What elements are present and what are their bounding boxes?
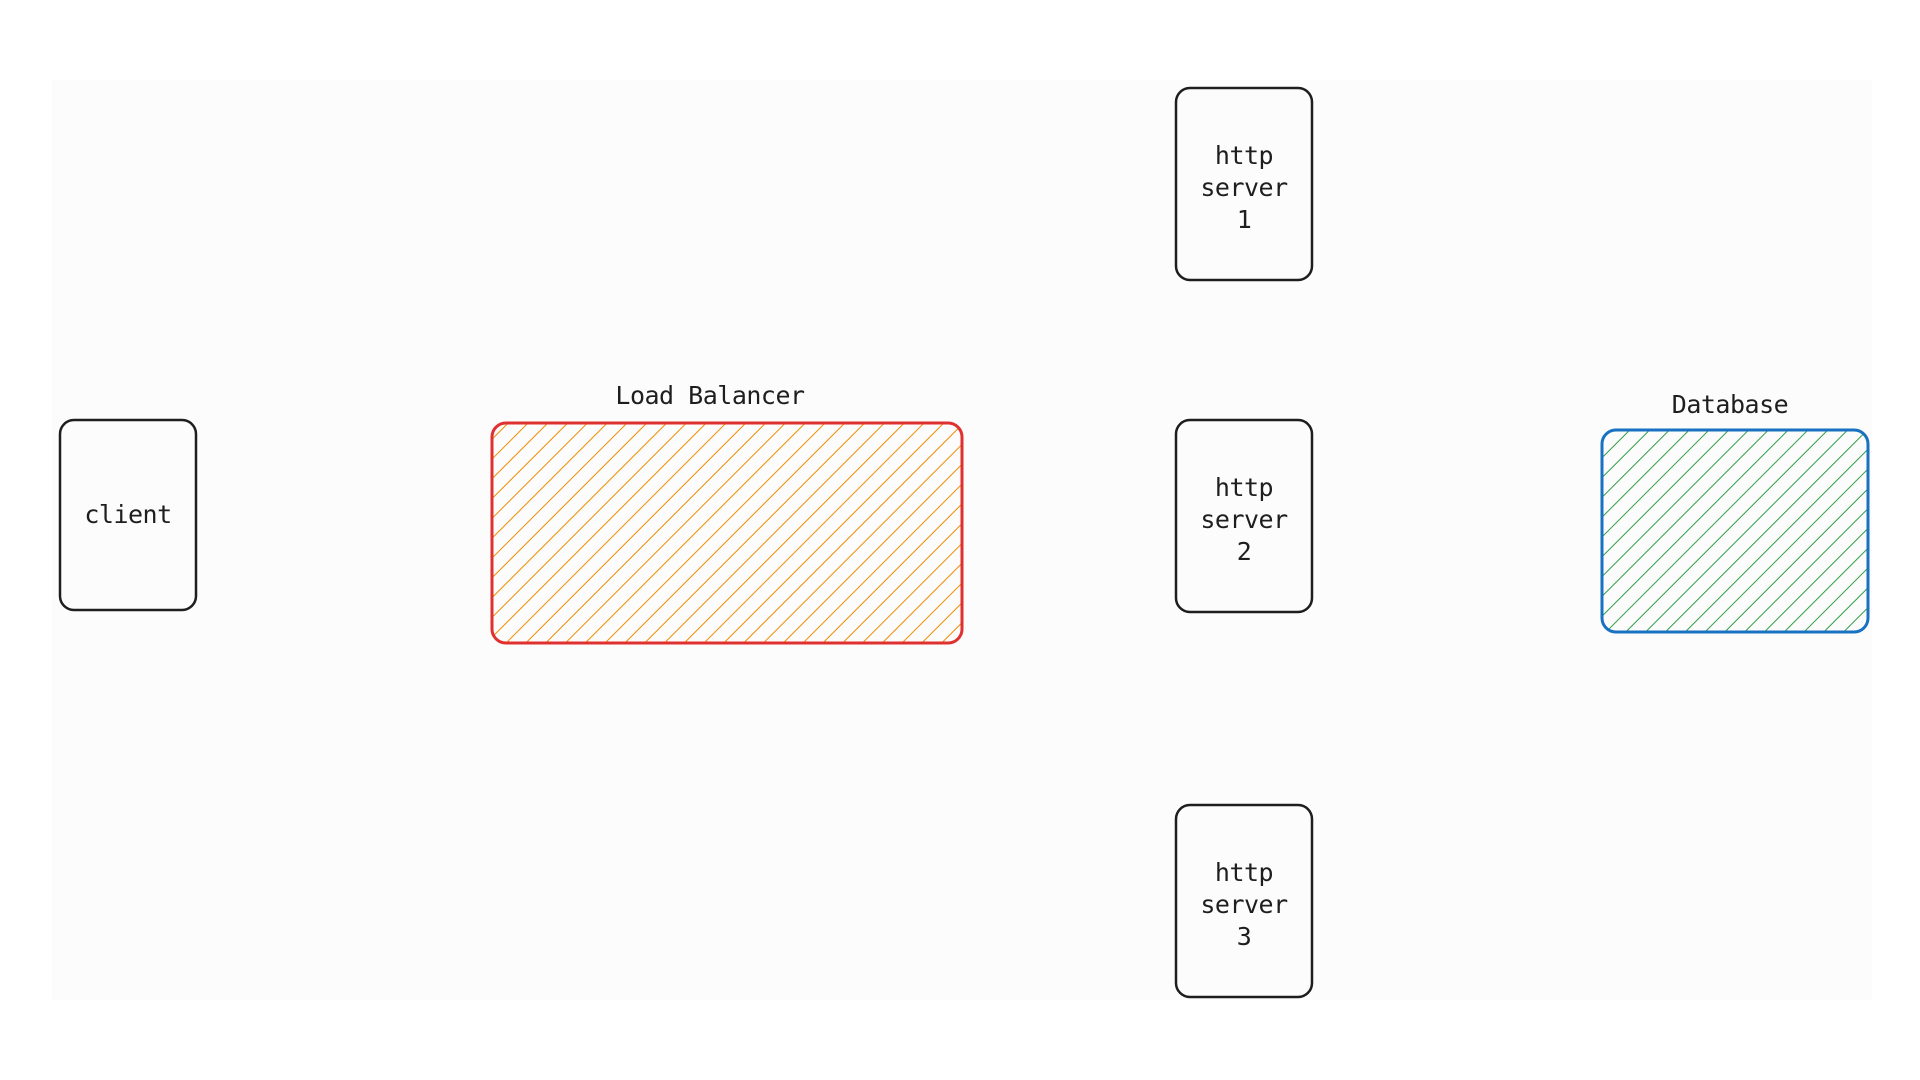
client-label: client: [84, 500, 172, 529]
http-server-3-label: http server 3: [1200, 858, 1288, 951]
http-server-2-node[interactable]: [1174, 418, 1314, 614]
http-server-2-label: http server 2: [1200, 473, 1288, 566]
load-balancer-node[interactable]: [490, 421, 964, 645]
http-server-1-node[interactable]: [1174, 86, 1314, 282]
client-node[interactable]: [58, 418, 198, 612]
database-node[interactable]: [1600, 428, 1870, 634]
http-server-1-label: http server 1: [1200, 141, 1288, 234]
http-server-3-node[interactable]: [1174, 803, 1314, 999]
database-title: Database: [1671, 390, 1789, 419]
load-balancer-title: Load Balancer: [615, 381, 805, 410]
